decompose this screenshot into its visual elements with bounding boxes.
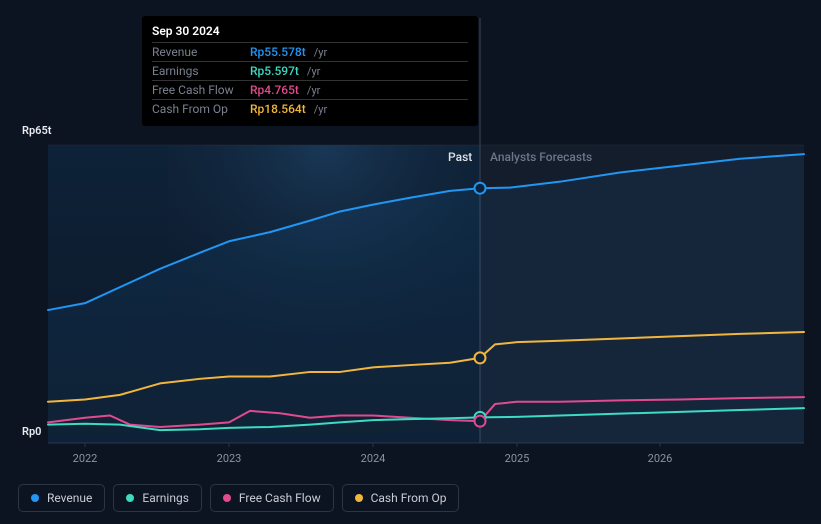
tooltip-unit: /yr — [307, 84, 320, 97]
legend-item-revenue[interactable]: Revenue — [18, 484, 105, 512]
x-axis-label: 2025 — [505, 452, 530, 465]
tooltip-row: Free Cash Flow Rp4.765t/yr — [152, 80, 468, 99]
tooltip-row: Cash From Op Rp18.564t/yr — [152, 99, 468, 118]
tooltip-row: Revenue Rp55.578t/yr — [152, 42, 468, 61]
tooltip-unit: /yr — [314, 103, 327, 116]
tooltip-unit: /yr — [307, 65, 320, 78]
legend-label: Cash From Op — [371, 491, 447, 505]
legend-item-fcf[interactable]: Free Cash Flow — [210, 484, 334, 512]
tooltip-label: Free Cash Flow — [152, 83, 242, 97]
tooltip-value: Rp5.597t — [250, 64, 299, 78]
y-axis-label: Rp65t — [22, 124, 51, 137]
legend-label: Revenue — [47, 491, 92, 505]
tooltip-label: Revenue — [152, 45, 242, 59]
legend-label: Free Cash Flow — [239, 491, 321, 505]
tooltip-value: Rp4.765t — [250, 83, 299, 97]
tooltip-value: Rp55.578t — [250, 45, 306, 59]
x-axis-label: 2023 — [217, 452, 242, 465]
financial-chart-root: { "canvas": { "width": 821, "height": 52… — [0, 0, 821, 524]
x-axis-label: 2026 — [648, 452, 673, 465]
past-label: Past — [448, 150, 472, 164]
tooltip-unit: /yr — [314, 46, 327, 59]
legend-item-earnings[interactable]: Earnings — [113, 484, 202, 512]
hover-tooltip: Sep 30 2024 Revenue Rp55.578t/yr Earnings R… — [142, 16, 478, 126]
legend-dot-icon — [126, 494, 134, 502]
tooltip-label: Earnings — [152, 64, 242, 78]
tooltip-label: Cash From Op — [152, 102, 242, 116]
legend-dot-icon — [223, 494, 231, 502]
y-axis-label: Rp0 — [22, 425, 41, 438]
forecast-label: Analysts Forecasts — [490, 150, 592, 164]
marker-revenue — [475, 183, 486, 194]
marker-cashfromop — [475, 352, 486, 363]
tooltip-value: Rp18.564t — [250, 102, 306, 116]
legend: Revenue Earnings Free Cash Flow Cash From O… — [18, 484, 459, 512]
x-axis-label: 2024 — [361, 452, 386, 465]
x-axis-label: 2022 — [73, 452, 98, 465]
legend-label: Earnings — [142, 491, 189, 505]
tooltip-date: Sep 30 2024 — [152, 24, 468, 38]
legend-item-cashfromop[interactable]: Cash From Op — [342, 484, 460, 512]
tooltip-row: Earnings Rp5.597t/yr — [152, 61, 468, 80]
legend-dot-icon — [31, 494, 39, 502]
marker-fcf — [475, 416, 486, 427]
legend-dot-icon — [355, 494, 363, 502]
